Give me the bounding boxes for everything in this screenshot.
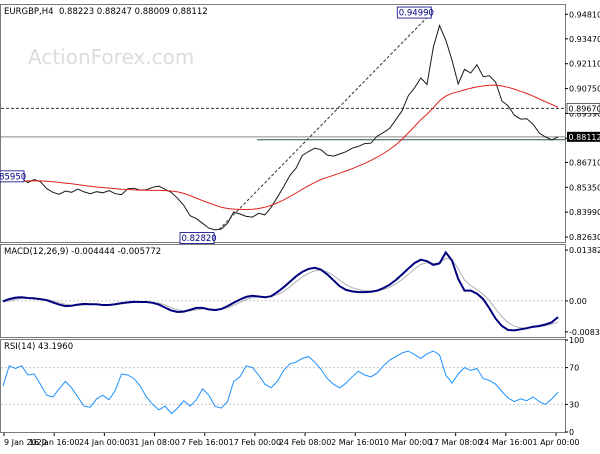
rsi-tick-label: 0: [569, 428, 574, 437]
annotation-high-label: 0.94990: [399, 9, 434, 19]
annotation-low-label: 0.82820: [182, 234, 217, 244]
price-tick-label: 0.93470: [569, 35, 600, 44]
price-tick-label: 0.92110: [569, 60, 600, 69]
current-price-tag: 0.88112: [567, 132, 600, 142]
ohlc-header: EURGBP,H4 0.88223 0.88247 0.88009 0.8811…: [4, 7, 208, 17]
price-tick-label: 0.86710: [569, 158, 600, 167]
time-tick-label: 16 Jan 16:00: [29, 438, 80, 447]
time-tick-label: 24 Jan 00:00: [79, 438, 130, 447]
price-tick-label: 0.83990: [569, 208, 600, 217]
time-tick-label: 1 Apr 00:00: [532, 438, 579, 447]
time-tick-label: 24 Feb 08:00: [279, 438, 331, 447]
time-tick-label: 31 Jan 08:00: [129, 438, 180, 447]
watermark: ActionForex.com: [28, 45, 194, 69]
price-tick-label: 0.94810: [569, 10, 600, 19]
macd-label: MACD(12,26,9) -0.004444 -0.005772: [4, 247, 161, 257]
annotation-start-label: 0.85950: [0, 172, 26, 182]
price-tick-label: 0.82630: [569, 233, 600, 242]
macd-tick-label: 0.00: [569, 297, 587, 306]
time-tick-label: 24 Mar 16:00: [479, 438, 532, 447]
resistance-price-label: 0.89670: [569, 104, 600, 113]
annotation-low: 0.82820: [180, 233, 217, 245]
time-tick-label: 10 Mar 00:00: [379, 438, 432, 447]
time-tick-label: 7 Feb 16:00: [181, 438, 228, 447]
annotation-high: 0.94990: [397, 7, 434, 18]
current-price-label: 0.88112: [569, 133, 600, 142]
time-tick-label: 17 Mar 08:00: [429, 438, 482, 447]
rsi-label: RSI(14) 43.1960: [4, 342, 73, 352]
resistance-price-tag: 0.89670: [567, 103, 600, 113]
macd-tick-label: 0.013821: [569, 246, 600, 255]
rsi-tick-label: 30: [569, 400, 579, 409]
annotation-start: 0.85950: [0, 171, 26, 183]
time-tick-label: 17 Feb 00:00: [229, 438, 281, 447]
price-tick-label: 0.85350: [569, 183, 600, 192]
rsi-tick-label: 70: [569, 364, 579, 373]
price-tick-label: 0.90750: [569, 85, 600, 94]
rsi-tick-label: 100: [569, 336, 584, 345]
time-tick-label: 2 Mar 16:00: [331, 438, 379, 447]
